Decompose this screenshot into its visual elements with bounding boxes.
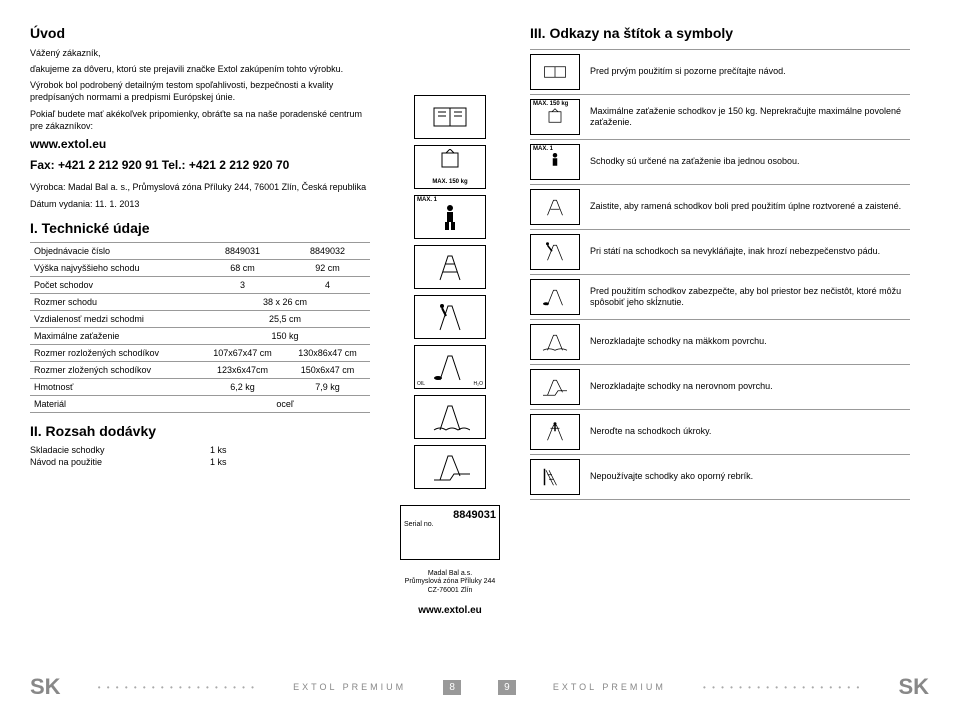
footer: SK • • • • • • • • • • • • • • • • • • E… (0, 674, 959, 700)
icon-uneven (414, 445, 486, 489)
symbol-icon (530, 54, 580, 90)
intro-p3: Výrobok bol podrobený detailným testom s… (30, 79, 370, 103)
symbol-icon (530, 279, 580, 315)
table-row: Rozmer zložených schodíkov123x6x47cm150x… (30, 361, 370, 378)
serial-label: Serial no. (404, 521, 496, 528)
symbol-icon (530, 369, 580, 405)
symbol-row: Zaistite, aby ramená schodkov boli pred … (530, 185, 910, 230)
table-row: Objednávacie číslo88490318849032 (30, 242, 370, 259)
icon-book (414, 95, 486, 139)
dots-left: • • • • • • • • • • • • • • • • • • (98, 683, 256, 692)
symbol-text: Zaistite, aby ramená schodkov boli pred … (590, 201, 901, 212)
symbol-row: Neroďte na schodkoch úkroky. (530, 410, 910, 455)
table-row: Materiáloceľ (30, 395, 370, 412)
icon-oil: OIL H₂O (414, 345, 486, 389)
page-num-left: 8 (443, 680, 461, 695)
symbol-row: MAX. 150 kg Maximálne zaťaženie schodkov … (530, 95, 910, 140)
symbol-text: Maximálne zaťaženie schodkov je 150 kg. … (590, 106, 910, 129)
page-num-right: 9 (498, 680, 516, 695)
intro-fax: Fax: +421 2 212 920 91 Tel.: +421 2 212 … (30, 157, 370, 174)
table-row: Počet schodov34 (30, 276, 370, 293)
intro-p2: ďakujeme za dôveru, ktorú ste prejavili … (30, 63, 370, 75)
table-row: Maximálne zaťaženie150 kg (30, 327, 370, 344)
symbol-text: Pri státí na schodkoch sa nevykláňajte, … (590, 246, 880, 257)
symbol-row: Nepoužívajte schodky ako oporný rebrík. (530, 455, 910, 500)
intro-p1: Vážený zákazník, (30, 47, 370, 59)
left-column: Úvod Vážený zákazník, ďakujeme za dôveru… (30, 25, 370, 616)
symbol-text: Nepoužívajte schodky ako oporný rebrík. (590, 471, 753, 482)
brand-left: EXTOL PREMIUM (293, 682, 406, 692)
url-label: www.extol.eu (418, 605, 482, 616)
page-container: Úvod Vážený zákazník, ďakujeme za dôveru… (0, 0, 959, 616)
symbol-text: Pred prvým použitím si pozorne prečítajt… (590, 66, 786, 77)
symbol-icon (530, 189, 580, 225)
symbol-grid: Pred prvým použitím si pozorne prečítajt… (530, 49, 910, 500)
table-row: Hmotnosť6,2 kg7,9 kg (30, 378, 370, 395)
icon-max150: MAX. 150 kg (414, 145, 486, 189)
right-column: III. Odkazy na štítok a symboly Pred prv… (530, 25, 910, 616)
supply-list: Skladacie schodky1 ks Návod na použitie1 … (30, 445, 370, 467)
supply-row: Skladacie schodky1 ks (30, 445, 370, 455)
intro-mfr: Výrobca: Madal Bal a. s., Průmyslová zón… (30, 181, 370, 193)
symbol-row: Pred použitím schodkov zabezpečte, aby b… (530, 275, 910, 320)
table-row: Rozmer rozložených schodíkov107x67x47 cm… (30, 344, 370, 361)
table-row: Výška najvyššieho schodu68 cm92 cm (30, 259, 370, 276)
symbol-row: Nerozkladajte schodky na nerovnom povrch… (530, 365, 910, 410)
supply-heading: II. Rozsah dodávky (30, 423, 370, 439)
tech-heading: I. Technické údaje (30, 220, 370, 236)
brand-right: EXTOL PREMIUM (553, 682, 666, 692)
dots-right: • • • • • • • • • • • • • • • • • • (703, 683, 861, 692)
icon-max1: MAX. 1 (414, 195, 486, 239)
intro-heading: Úvod (30, 25, 370, 41)
symbol-text: Neroďte na schodkoch úkroky. (590, 426, 711, 437)
max1-label: MAX. 1 (417, 197, 437, 203)
max150-label: MAX. 150 kg (432, 179, 467, 185)
serial-number: 8849031 (404, 509, 496, 521)
lang-left: SK (30, 674, 61, 700)
symbol-icon: MAX. 1 (530, 144, 580, 180)
icon-soft (414, 395, 486, 439)
serial-box: 8849031 Serial no. (400, 505, 500, 560)
symbol-text: Nerozkladajte schodky na nerovnom povrch… (590, 381, 773, 392)
symbol-text: Nerozkladajte schodky na mäkkom povrchu. (590, 336, 767, 347)
lang-right: SK (898, 674, 929, 700)
mid-column: MAX. 150 kg MAX. 1 OIL H₂O 8849031 Seria… (390, 25, 510, 616)
intro-p4: Pokiaľ budete mať akékoľvek pripomienky,… (30, 108, 370, 132)
symbol-row: Pri státí na schodkoch sa nevykláňajte, … (530, 230, 910, 275)
symbol-row: Nerozkladajte schodky na mäkkom povrchu. (530, 320, 910, 365)
tech-table: Objednávacie číslo88490318849032Výška na… (30, 242, 370, 413)
intro-web: www.extol.eu (30, 136, 370, 153)
table-row: Vzdialenosť medzi schodmi25,5 cm (30, 310, 370, 327)
symbol-icon: MAX. 150 kg (530, 99, 580, 135)
symbol-icon (530, 234, 580, 270)
table-row: Rozmer schodu38 x 26 cm (30, 293, 370, 310)
symbol-row: MAX. 1 Schodky sú určené na zaťaženie iba… (530, 140, 910, 185)
mfr-address: Madal Bal a.s. Průmyslová zóna Příluky 2… (405, 570, 496, 595)
supply-row: Návod na použitie1 ks (30, 457, 370, 467)
intro-date: Dátum vydania: 11. 1. 2013 (30, 198, 370, 210)
symbol-text: Pred použitím schodkov zabezpečte, aby b… (590, 286, 910, 309)
symbol-icon (530, 324, 580, 360)
symbol-row: Pred prvým použitím si pozorne prečítajt… (530, 49, 910, 95)
icon-lean (414, 295, 486, 339)
symbols-heading: III. Odkazy na štítok a symboly (530, 25, 910, 41)
icon-ladder-open (414, 245, 486, 289)
symbol-icon (530, 414, 580, 450)
symbol-text: Schodky sú určené na zaťaženie iba jedno… (590, 156, 800, 167)
symbol-icon (530, 459, 580, 495)
tech-table-body: Objednávacie číslo88490318849032Výška na… (30, 242, 370, 412)
